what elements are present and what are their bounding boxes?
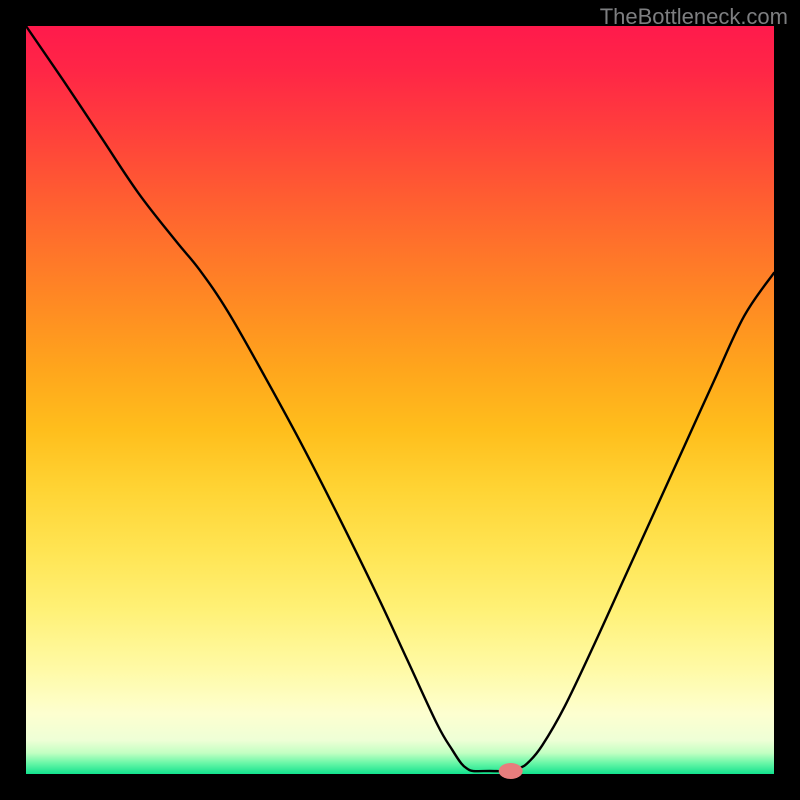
bottleneck-chart: [0, 0, 800, 800]
current-position-marker: [499, 763, 523, 779]
chart-container: TheBottleneck.com: [0, 0, 800, 800]
gradient-background: [26, 26, 774, 774]
